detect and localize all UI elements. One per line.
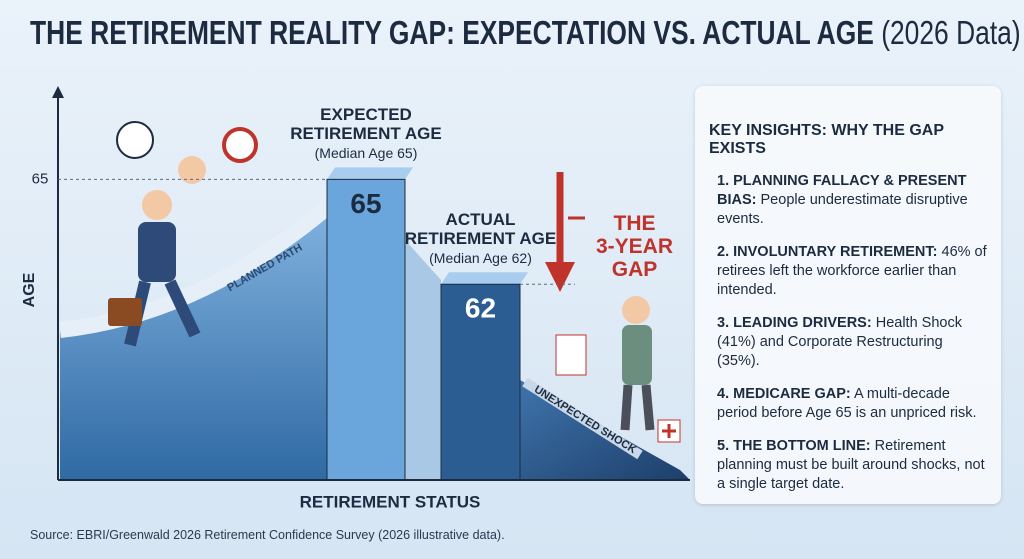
bar-top — [327, 167, 413, 180]
value-label: 65 — [350, 188, 381, 219]
insight-text: Health Shock (41%) and Corporate Restruc… — [717, 315, 962, 369]
bar-connector — [405, 240, 441, 480]
chart: PLANNED PATH UNEXPECTED SHOCK AGE RETIRE… — [21, 86, 690, 511]
insight-text: People underestimate disruptive events. — [717, 192, 968, 227]
bar — [326, 178, 406, 481]
y-axis-arrow — [52, 86, 64, 98]
gap-label-line: THE — [613, 212, 656, 235]
category-note: (Median Age 62) — [429, 250, 532, 267]
source: Source: EBRI/Greenwald 2026 Retirement C… — [30, 528, 505, 542]
y-axis-label: AGE — [21, 272, 38, 307]
insight-heading: 5. THE BOTTOM LINE: — [717, 438, 871, 454]
category-label: ACTUAL RETIREMENT AGE (Median Age 62) — [396, 210, 566, 266]
planned-hill — [60, 215, 330, 480]
insight-heading: 4. MEDICARE GAP: — [717, 386, 851, 402]
gap-label-line: 3-YEAR — [596, 235, 674, 258]
title-note: (2026 Data) — [881, 14, 1021, 51]
panel-title: KEY INSIGHTS: WHY THE GAP EXISTS — [709, 122, 944, 157]
gap-label: THE 3-YEAR GAP — [596, 212, 673, 281]
category-label: EXPECTED RETIREMENT AGE (Median Age 65) — [281, 105, 451, 161]
insights-list: 1. PLANNING FALLACY & PRESENT BIAS: Peop… — [695, 172, 1001, 494]
insight-item: 2. INVOLUNTARY RETIREMENT: 46% of retire… — [717, 243, 989, 300]
title: THE RETIREMENT REALITY GAP: EXPECTATION … — [30, 14, 1021, 52]
insight-item: 3. LEADING DRIVERS: Health Shock (41%) a… — [717, 314, 989, 371]
insight-heading: 3. LEADING DRIVERS: — [717, 315, 872, 331]
value-label: 62 — [465, 293, 496, 324]
insight-text: Retirement planning must be built around… — [717, 438, 985, 492]
x-axis-label: RETIREMENT STATUS — [300, 492, 481, 511]
y-tick-label: 65 — [32, 170, 49, 187]
gap-label-line: GAP — [611, 258, 658, 281]
category-name: ACTUAL RETIREMENT AGE — [404, 210, 557, 249]
gap-arrowhead — [545, 262, 575, 292]
category-name: EXPECTED RETIREMENT AGE — [290, 105, 442, 144]
bar — [440, 283, 521, 481]
insights-panel: KEY INSIGHTS: WHY THE GAP EXISTS 1. PLAN… — [695, 86, 1001, 504]
category-note: (Median Age 65) — [314, 145, 418, 162]
person-illustration — [108, 121, 681, 443]
insight-item: 1. PLANNING FALLACY & PRESENT BIAS: Peop… — [717, 172, 989, 229]
insight-item: 5. THE BOTTOM LINE: Retirement planning … — [717, 437, 989, 494]
insight-heading: 1. PLANNING FALLACY & PRESENT BIAS: — [717, 173, 967, 208]
insight-text: A multi-decade period before Age 65 is a… — [717, 386, 977, 421]
insight-item: 4. MEDICARE GAP: A multi-decade period b… — [717, 385, 989, 423]
title-main: THE RETIREMENT REALITY GAP: EXPECTATION … — [30, 14, 874, 51]
bar-top — [441, 272, 528, 285]
insight-text: 46% of retirees left the workforce earli… — [717, 244, 987, 298]
shock-path — [522, 377, 643, 460]
planned-path — [59, 198, 336, 338]
insight-heading: 2. INVOLUNTARY RETIREMENT: — [717, 244, 938, 260]
